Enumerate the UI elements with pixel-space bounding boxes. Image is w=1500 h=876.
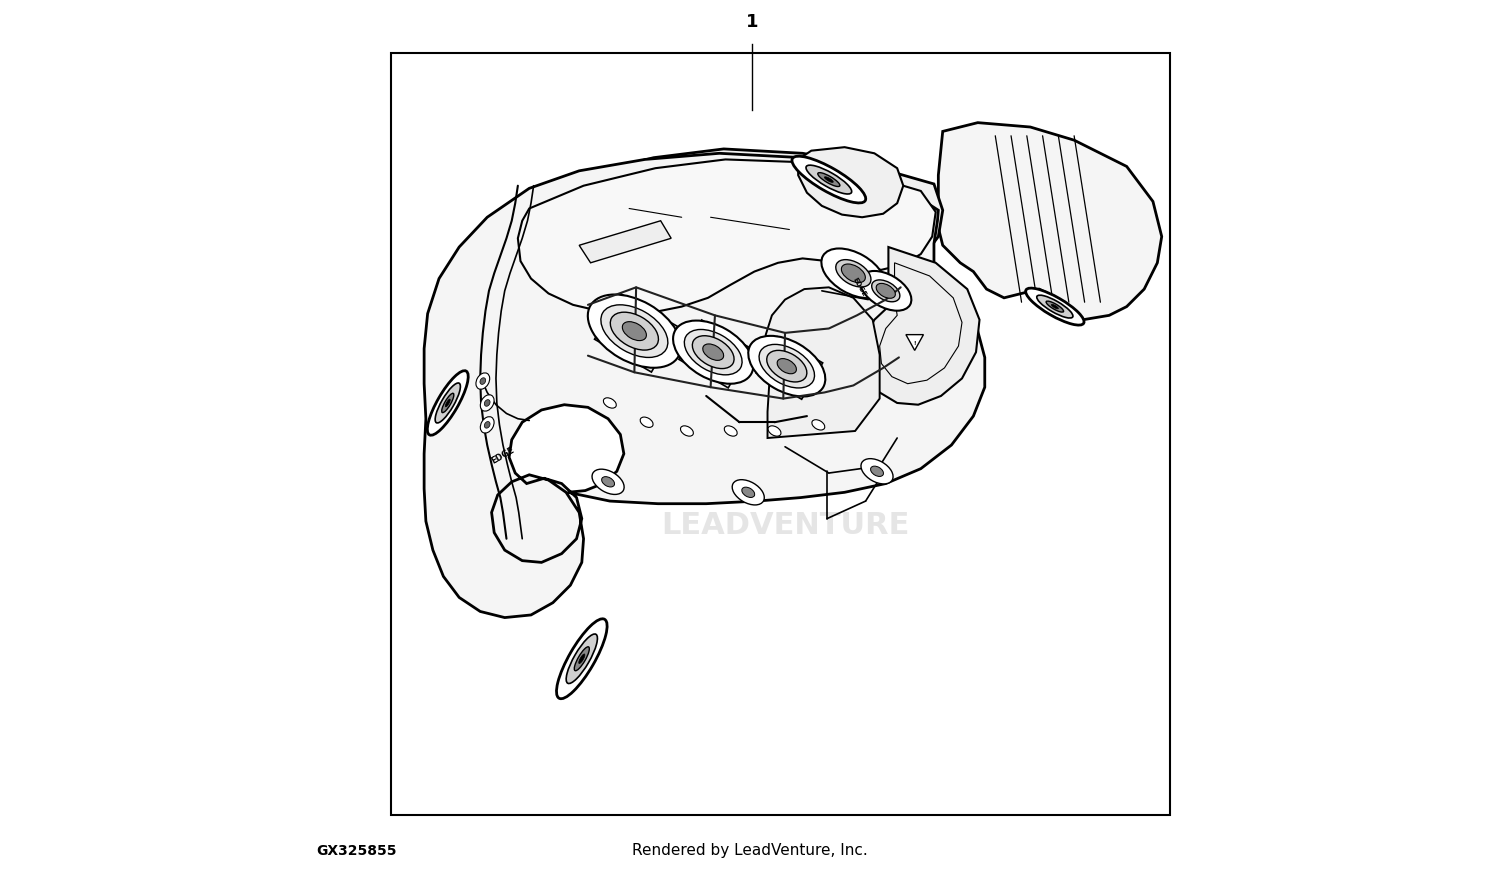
Text: LEADVENTURE: LEADVENTURE	[662, 511, 909, 540]
Polygon shape	[906, 335, 924, 350]
Ellipse shape	[588, 294, 681, 368]
Ellipse shape	[681, 426, 693, 436]
Text: GX325855: GX325855	[316, 844, 398, 858]
Ellipse shape	[724, 426, 736, 436]
Ellipse shape	[446, 399, 450, 406]
Ellipse shape	[876, 283, 896, 299]
Ellipse shape	[480, 417, 494, 433]
Polygon shape	[798, 147, 903, 217]
Ellipse shape	[579, 654, 585, 663]
Ellipse shape	[759, 344, 814, 388]
Ellipse shape	[476, 373, 489, 389]
Ellipse shape	[822, 249, 885, 298]
Text: Rendered by LeadVenture, Inc.: Rendered by LeadVenture, Inc.	[632, 844, 868, 858]
Text: 1: 1	[746, 12, 758, 31]
Polygon shape	[766, 287, 879, 438]
Ellipse shape	[748, 336, 825, 397]
Ellipse shape	[732, 480, 765, 505]
Ellipse shape	[427, 371, 468, 435]
Ellipse shape	[484, 399, 490, 406]
Ellipse shape	[684, 329, 742, 375]
Polygon shape	[424, 153, 986, 618]
Ellipse shape	[693, 336, 734, 369]
Ellipse shape	[566, 634, 597, 683]
Ellipse shape	[574, 646, 590, 671]
Polygon shape	[864, 247, 980, 405]
Ellipse shape	[674, 321, 753, 384]
Ellipse shape	[610, 312, 658, 350]
Ellipse shape	[640, 417, 652, 427]
Polygon shape	[594, 293, 678, 372]
Ellipse shape	[766, 350, 807, 382]
Ellipse shape	[742, 487, 754, 498]
Text: EDGE: EDGE	[490, 445, 516, 466]
Polygon shape	[939, 123, 1161, 320]
Ellipse shape	[836, 259, 872, 287]
Ellipse shape	[480, 395, 494, 411]
Ellipse shape	[602, 305, 668, 357]
Bar	[392, 53, 1170, 815]
Ellipse shape	[818, 173, 840, 187]
Polygon shape	[680, 320, 752, 388]
Ellipse shape	[812, 420, 825, 430]
Ellipse shape	[441, 393, 454, 413]
Ellipse shape	[1052, 304, 1059, 309]
Ellipse shape	[859, 271, 912, 311]
Text: EDGE: EDGE	[852, 277, 867, 298]
Ellipse shape	[870, 466, 883, 477]
Ellipse shape	[1036, 295, 1072, 318]
Ellipse shape	[871, 280, 900, 301]
Ellipse shape	[1046, 301, 1064, 312]
Ellipse shape	[622, 321, 646, 341]
Ellipse shape	[806, 166, 852, 194]
Ellipse shape	[792, 156, 865, 203]
Ellipse shape	[842, 264, 866, 283]
Polygon shape	[579, 221, 670, 263]
Ellipse shape	[602, 477, 615, 487]
Polygon shape	[513, 149, 942, 324]
Ellipse shape	[1026, 288, 1084, 325]
Ellipse shape	[603, 398, 616, 408]
Ellipse shape	[484, 421, 490, 428]
Ellipse shape	[435, 383, 460, 423]
Ellipse shape	[556, 618, 608, 699]
Ellipse shape	[704, 344, 723, 360]
Polygon shape	[756, 336, 822, 399]
Ellipse shape	[768, 426, 782, 436]
Ellipse shape	[592, 470, 624, 494]
Ellipse shape	[861, 459, 892, 484]
Text: !: !	[914, 341, 916, 346]
Ellipse shape	[777, 358, 796, 374]
Ellipse shape	[825, 177, 834, 182]
Ellipse shape	[480, 378, 486, 385]
Polygon shape	[518, 159, 936, 314]
